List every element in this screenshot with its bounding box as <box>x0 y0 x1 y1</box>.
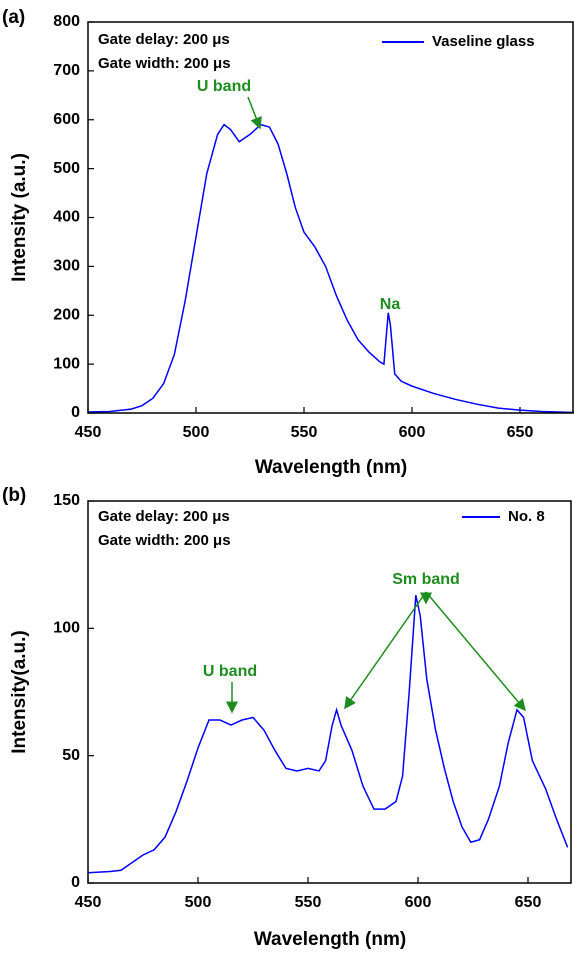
y-tick-label: 800 <box>53 13 80 30</box>
annotation: Na <box>380 296 401 313</box>
y-tick-label: 100 <box>53 355 80 372</box>
x-tick-label: 550 <box>295 894 322 911</box>
panel-label: (b) <box>2 485 26 506</box>
annotation-arrow <box>247 96 262 130</box>
y-tick-label: 150 <box>53 492 80 509</box>
x-tick-label: 500 <box>185 894 212 911</box>
y-tick-label: 0 <box>71 874 80 891</box>
x-tick-label: 600 <box>405 894 432 911</box>
y-tick-label: 700 <box>53 62 80 79</box>
legend-label: Vaseline glass <box>432 33 535 50</box>
x-tick-label: 450 <box>75 894 102 911</box>
x-tick-label: 650 <box>507 424 534 441</box>
y-tick-label: 500 <box>53 160 80 177</box>
plot-frame <box>87 500 572 884</box>
x-tick-label: 500 <box>183 424 210 441</box>
x-tick-label: 450 <box>75 424 102 441</box>
y-tick-label: 300 <box>53 258 80 275</box>
data-line <box>88 595 569 874</box>
y-tick-label: 0 <box>71 404 80 421</box>
annotation: U band <box>203 663 257 680</box>
y-axis-title: Intensity(a.u.) <box>9 630 30 754</box>
y-axis-title: Intensity (a.u.) <box>9 153 30 282</box>
annotation: Gate delay: 200 μs <box>98 31 230 48</box>
annotation: U band <box>197 78 251 95</box>
annotation-arrow <box>425 591 526 712</box>
y-tick-label: 100 <box>53 620 80 637</box>
legend-label: No. 8 <box>508 508 545 525</box>
panel-label: (a) <box>2 7 25 28</box>
x-tick-label: 650 <box>515 894 542 911</box>
x-axis-title: Wavelength (nm) <box>255 457 407 478</box>
y-tick-label: 50 <box>62 747 80 764</box>
annotation: Gate width: 200 μs <box>98 55 231 72</box>
y-tick-label: 200 <box>53 306 80 323</box>
annotation: Gate width: 200 μs <box>98 532 231 549</box>
annotation: Gate delay: 200 μs <box>98 508 230 525</box>
y-tick-label: 600 <box>53 111 80 128</box>
y-tick-label: 400 <box>53 209 80 226</box>
plot-frame <box>87 21 574 414</box>
x-tick-label: 550 <box>291 424 318 441</box>
annotation-arrow <box>344 591 427 710</box>
x-tick-label: 600 <box>399 424 426 441</box>
data-line <box>88 123 574 413</box>
x-axis-title: Wavelength (nm) <box>254 929 406 950</box>
annotation: Sm band <box>392 571 460 588</box>
